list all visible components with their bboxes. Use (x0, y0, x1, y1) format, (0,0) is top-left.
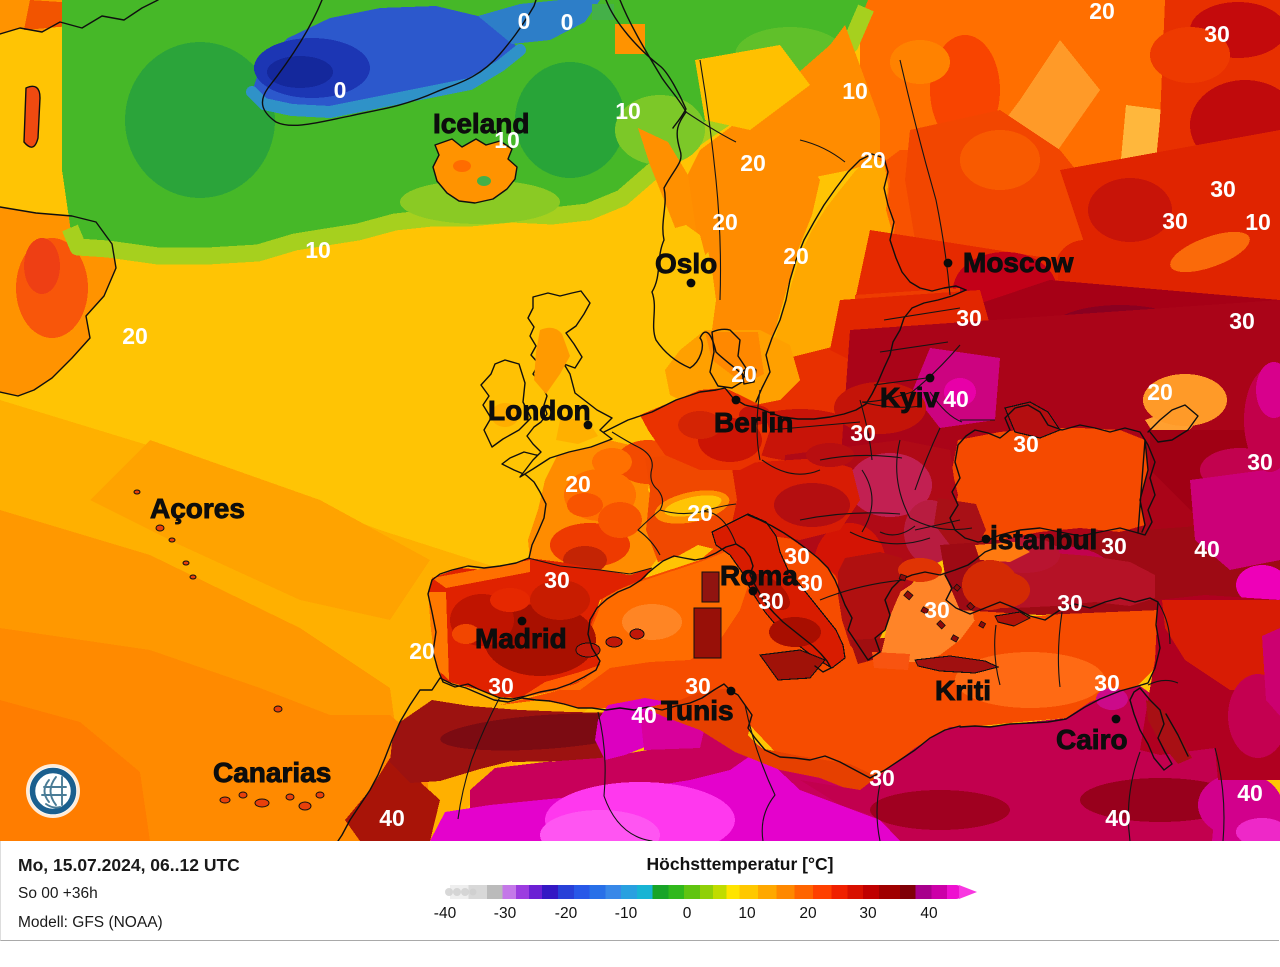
svg-text:0: 0 (334, 77, 347, 103)
svg-text:30: 30 (859, 905, 877, 922)
svg-text:20: 20 (860, 147, 886, 173)
svg-text:30: 30 (797, 570, 823, 596)
svg-text:10: 10 (494, 127, 520, 153)
svg-text:10: 10 (305, 237, 331, 263)
svg-text:20: 20 (565, 471, 591, 497)
svg-text:Iceland: Iceland (433, 108, 529, 139)
svg-text:10: 10 (615, 98, 641, 124)
svg-text:İstanbul: İstanbul (990, 524, 1097, 555)
svg-text:40: 40 (379, 805, 405, 831)
svg-text:30: 30 (924, 597, 950, 623)
svg-text:0: 0 (561, 9, 574, 35)
svg-text:20: 20 (783, 243, 809, 269)
svg-text:40: 40 (1105, 805, 1131, 831)
svg-text:20: 20 (731, 361, 757, 387)
svg-text:20: 20 (409, 638, 435, 664)
svg-text:30: 30 (850, 420, 876, 446)
svg-text:30: 30 (1210, 176, 1236, 202)
svg-text:Madrid: Madrid (475, 623, 567, 654)
svg-text:20: 20 (740, 150, 766, 176)
svg-text:-20: -20 (555, 905, 578, 922)
svg-text:-40: -40 (434, 905, 457, 922)
svg-text:40: 40 (1237, 780, 1263, 806)
svg-text:Roma: Roma (720, 560, 798, 591)
svg-text:30: 30 (956, 305, 982, 331)
svg-text:Berlin: Berlin (714, 407, 793, 438)
svg-text:Kyiv: Kyiv (880, 382, 940, 413)
svg-text:Moscow: Moscow (963, 247, 1074, 278)
svg-text:Tunis: Tunis (661, 695, 734, 726)
svg-text:-10: -10 (615, 905, 638, 922)
svg-text:10: 10 (738, 905, 756, 922)
svg-text:-30: -30 (494, 905, 517, 922)
svg-text:20: 20 (799, 905, 817, 922)
svg-text:40: 40 (920, 905, 938, 922)
svg-text:30: 30 (544, 567, 570, 593)
svg-text:Cairo: Cairo (1056, 724, 1128, 755)
svg-text:30: 30 (758, 588, 784, 614)
svg-text:30: 30 (869, 765, 895, 791)
svg-text:30: 30 (488, 673, 514, 699)
svg-text:Açores: Açores (150, 493, 245, 524)
svg-text:Canarias: Canarias (213, 757, 331, 788)
svg-text:10: 10 (842, 78, 868, 104)
svg-text:30: 30 (1229, 308, 1255, 334)
svg-text:20: 20 (687, 500, 713, 526)
svg-text:0: 0 (518, 8, 531, 34)
svg-text:30: 30 (1057, 590, 1083, 616)
svg-text:0: 0 (683, 905, 692, 922)
svg-text:Oslo: Oslo (655, 248, 717, 279)
svg-text:30: 30 (685, 673, 711, 699)
svg-text:20: 20 (1089, 0, 1115, 24)
svg-text:30: 30 (1247, 449, 1273, 475)
svg-text:London: London (488, 395, 591, 426)
svg-text:30: 30 (1162, 208, 1188, 234)
svg-text:30: 30 (1094, 670, 1120, 696)
svg-text:20: 20 (122, 323, 148, 349)
svg-text:30: 30 (784, 543, 810, 569)
svg-text:30: 30 (1204, 21, 1230, 47)
svg-text:40: 40 (943, 386, 969, 412)
svg-text:20: 20 (712, 209, 738, 235)
svg-text:10: 10 (1245, 209, 1271, 235)
svg-text:20: 20 (1147, 379, 1173, 405)
svg-text:40: 40 (1194, 536, 1220, 562)
svg-text:30: 30 (1013, 431, 1039, 457)
svg-text:30: 30 (1101, 533, 1127, 559)
svg-text:Kriti: Kriti (935, 675, 991, 706)
svg-text:40: 40 (631, 702, 657, 728)
